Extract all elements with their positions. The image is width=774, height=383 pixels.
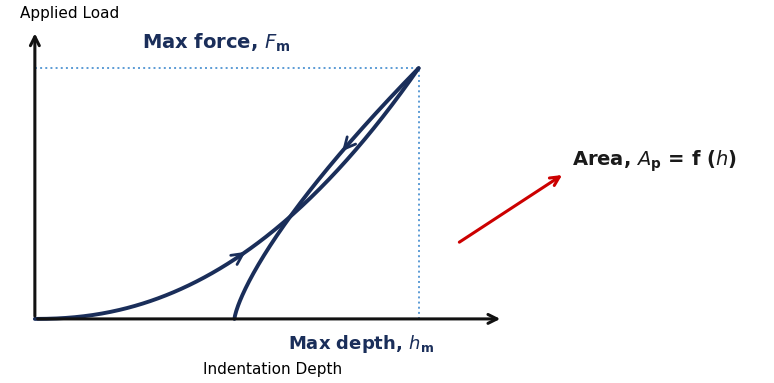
- Text: Max force, $\mathbf{\mathit{F}}_{\mathbf{m}}$: Max force, $\mathbf{\mathit{F}}_{\mathbf…: [142, 32, 291, 54]
- Text: Area, $\mathbf{\mathit{A}}_{\mathbf{p}}$ = f ($\mathit{h}$): Area, $\mathbf{\mathit{A}}_{\mathbf{p}}$…: [572, 148, 737, 174]
- Text: Applied Load: Applied Load: [19, 5, 118, 21]
- Text: Indentation Depth: Indentation Depth: [204, 362, 342, 376]
- Text: Max depth, $\mathbf{\mathit{h}}_{\mathbf{m}}$: Max depth, $\mathbf{\mathit{h}}_{\mathbf…: [288, 333, 434, 355]
